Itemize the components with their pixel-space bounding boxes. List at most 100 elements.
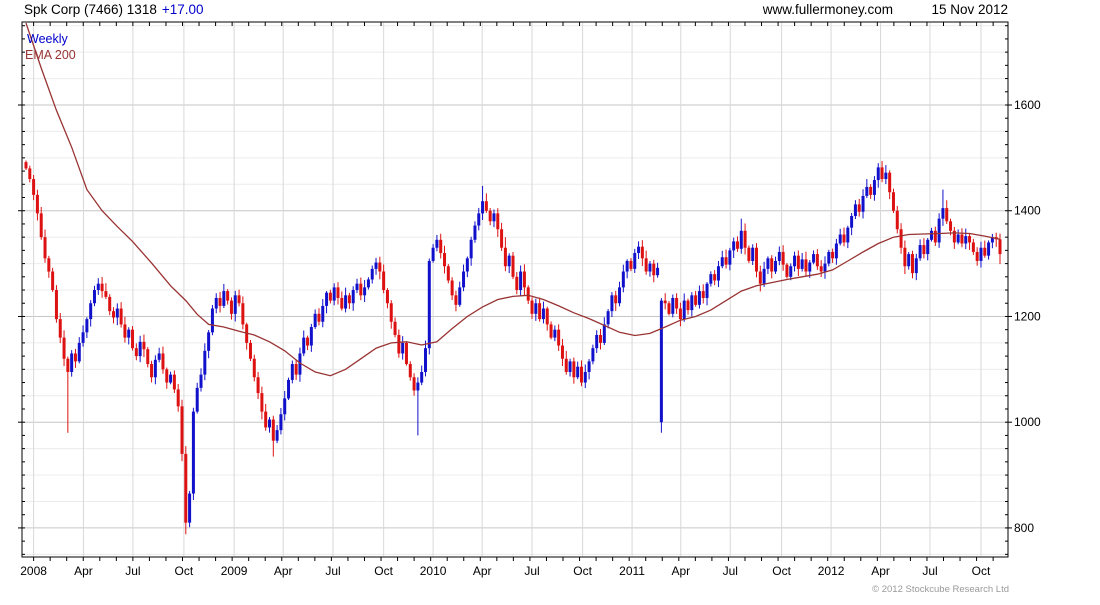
candle-body [450,280,454,296]
x-axis-label: Jul [922,564,937,578]
candle-body [469,239,473,259]
candle-body [747,247,751,261]
candle-body [697,291,701,305]
candle-body [112,311,116,318]
x-axis-label: Jul [325,564,340,578]
candle-body [138,341,142,357]
candle-body [332,287,336,301]
candle-body [625,260,629,272]
legend-timeframe: Weekly [27,32,69,46]
candle-body [701,291,705,298]
candle-body [123,324,127,338]
candle-body [922,245,926,255]
candle-body [640,246,644,259]
candle-body [930,230,934,240]
candle-body [458,287,462,305]
candle-body [888,172,892,193]
x-axis-label: Oct [972,564,991,578]
candle-body [416,382,420,391]
x-axis-label: Jul [723,564,738,578]
candle-body [705,283,709,298]
candle-body [644,258,648,272]
candle-body [716,266,720,281]
candle-body [473,225,477,240]
candle-body [207,332,211,351]
candle-body [325,292,329,306]
candle-body [423,348,427,372]
candle-body [686,300,690,311]
candle-body [990,237,994,243]
candle-body [599,334,603,343]
y-axis-label: 1000 [1014,415,1041,429]
candle-body [557,329,561,346]
x-axis-label: 2010 [420,564,447,578]
candle-body [910,254,914,274]
candle-body [583,371,587,383]
candle-body [564,358,568,372]
candle-body [119,308,123,325]
candle-body [526,287,530,301]
candle-body [755,247,758,272]
candle-body [610,295,614,312]
candle-body [785,264,789,277]
candle-body [180,406,184,454]
candle-body [146,349,150,365]
candle-body [956,234,960,243]
candle-body [306,337,310,346]
candle-body [153,359,157,378]
website-text: www.fullermoney.com [762,2,893,17]
candle-body [656,267,660,276]
candle-body [968,236,972,243]
candle-body [971,242,975,252]
candle-body [210,308,214,333]
candle-body [340,297,344,309]
candle-body [983,247,987,256]
candle-body [496,213,500,230]
candle-body [104,291,108,297]
y-axis-label: 800 [1014,521,1034,535]
candle-body [427,260,431,349]
candle-body [233,295,237,314]
chart-header: Spk Corp (7466) 1318 +17.00 [24,2,204,17]
candle-body [964,236,968,244]
x-axis-label: Apr [671,564,690,578]
candle-body [823,263,827,272]
candle-body [488,210,492,222]
candle-body [648,263,652,272]
candle-body [161,353,165,370]
x-axis-label: Jul [524,564,539,578]
candle-body [24,162,28,169]
candle-body [751,247,755,261]
candle-body [214,297,218,309]
candle-body [127,329,131,338]
copyright-text: © 2012 Stockcube Research Ltd [872,584,1009,595]
candle-body [165,369,169,383]
candle-body [766,258,770,269]
candle-body [115,308,119,318]
candle-body [169,374,173,383]
candle-body [694,295,698,305]
candle-body [477,213,481,226]
candle-body [941,208,945,219]
candle-body [66,358,70,372]
candle-body [819,266,823,272]
candle-body [397,334,401,354]
x-axis-label: 2008 [20,564,47,578]
x-axis-label: Oct [573,564,592,578]
candle-body [960,234,964,244]
candle-body [172,374,176,390]
x-axis-label: 2011 [619,564,645,578]
candle-body [937,218,941,243]
candle-body [404,342,408,365]
candle-body [70,353,74,372]
candle-body [401,342,405,354]
candle-body [659,300,663,423]
candle-body [621,271,625,288]
candle-body [519,271,523,291]
candle-body [62,337,66,359]
candle-body [302,337,306,354]
candle-body [975,251,979,261]
candle-body [667,303,671,314]
candle-body [431,247,435,261]
